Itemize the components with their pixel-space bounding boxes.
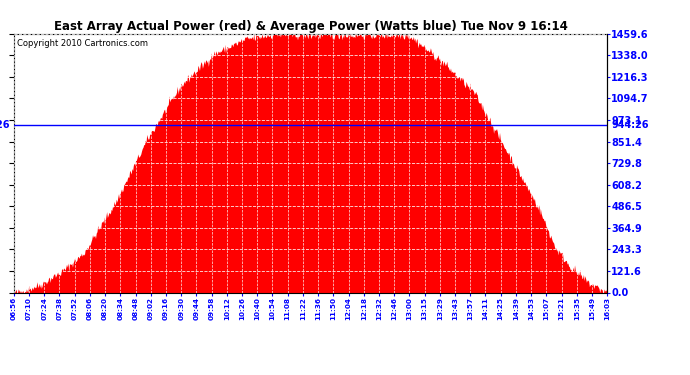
Text: 944.26: 944.26 bbox=[0, 120, 10, 130]
Text: 944.26: 944.26 bbox=[611, 120, 649, 130]
Title: East Array Actual Power (red) & Average Power (Watts blue) Tue Nov 9 16:14: East Array Actual Power (red) & Average … bbox=[54, 20, 567, 33]
Text: Copyright 2010 Cartronics.com: Copyright 2010 Cartronics.com bbox=[17, 39, 148, 48]
